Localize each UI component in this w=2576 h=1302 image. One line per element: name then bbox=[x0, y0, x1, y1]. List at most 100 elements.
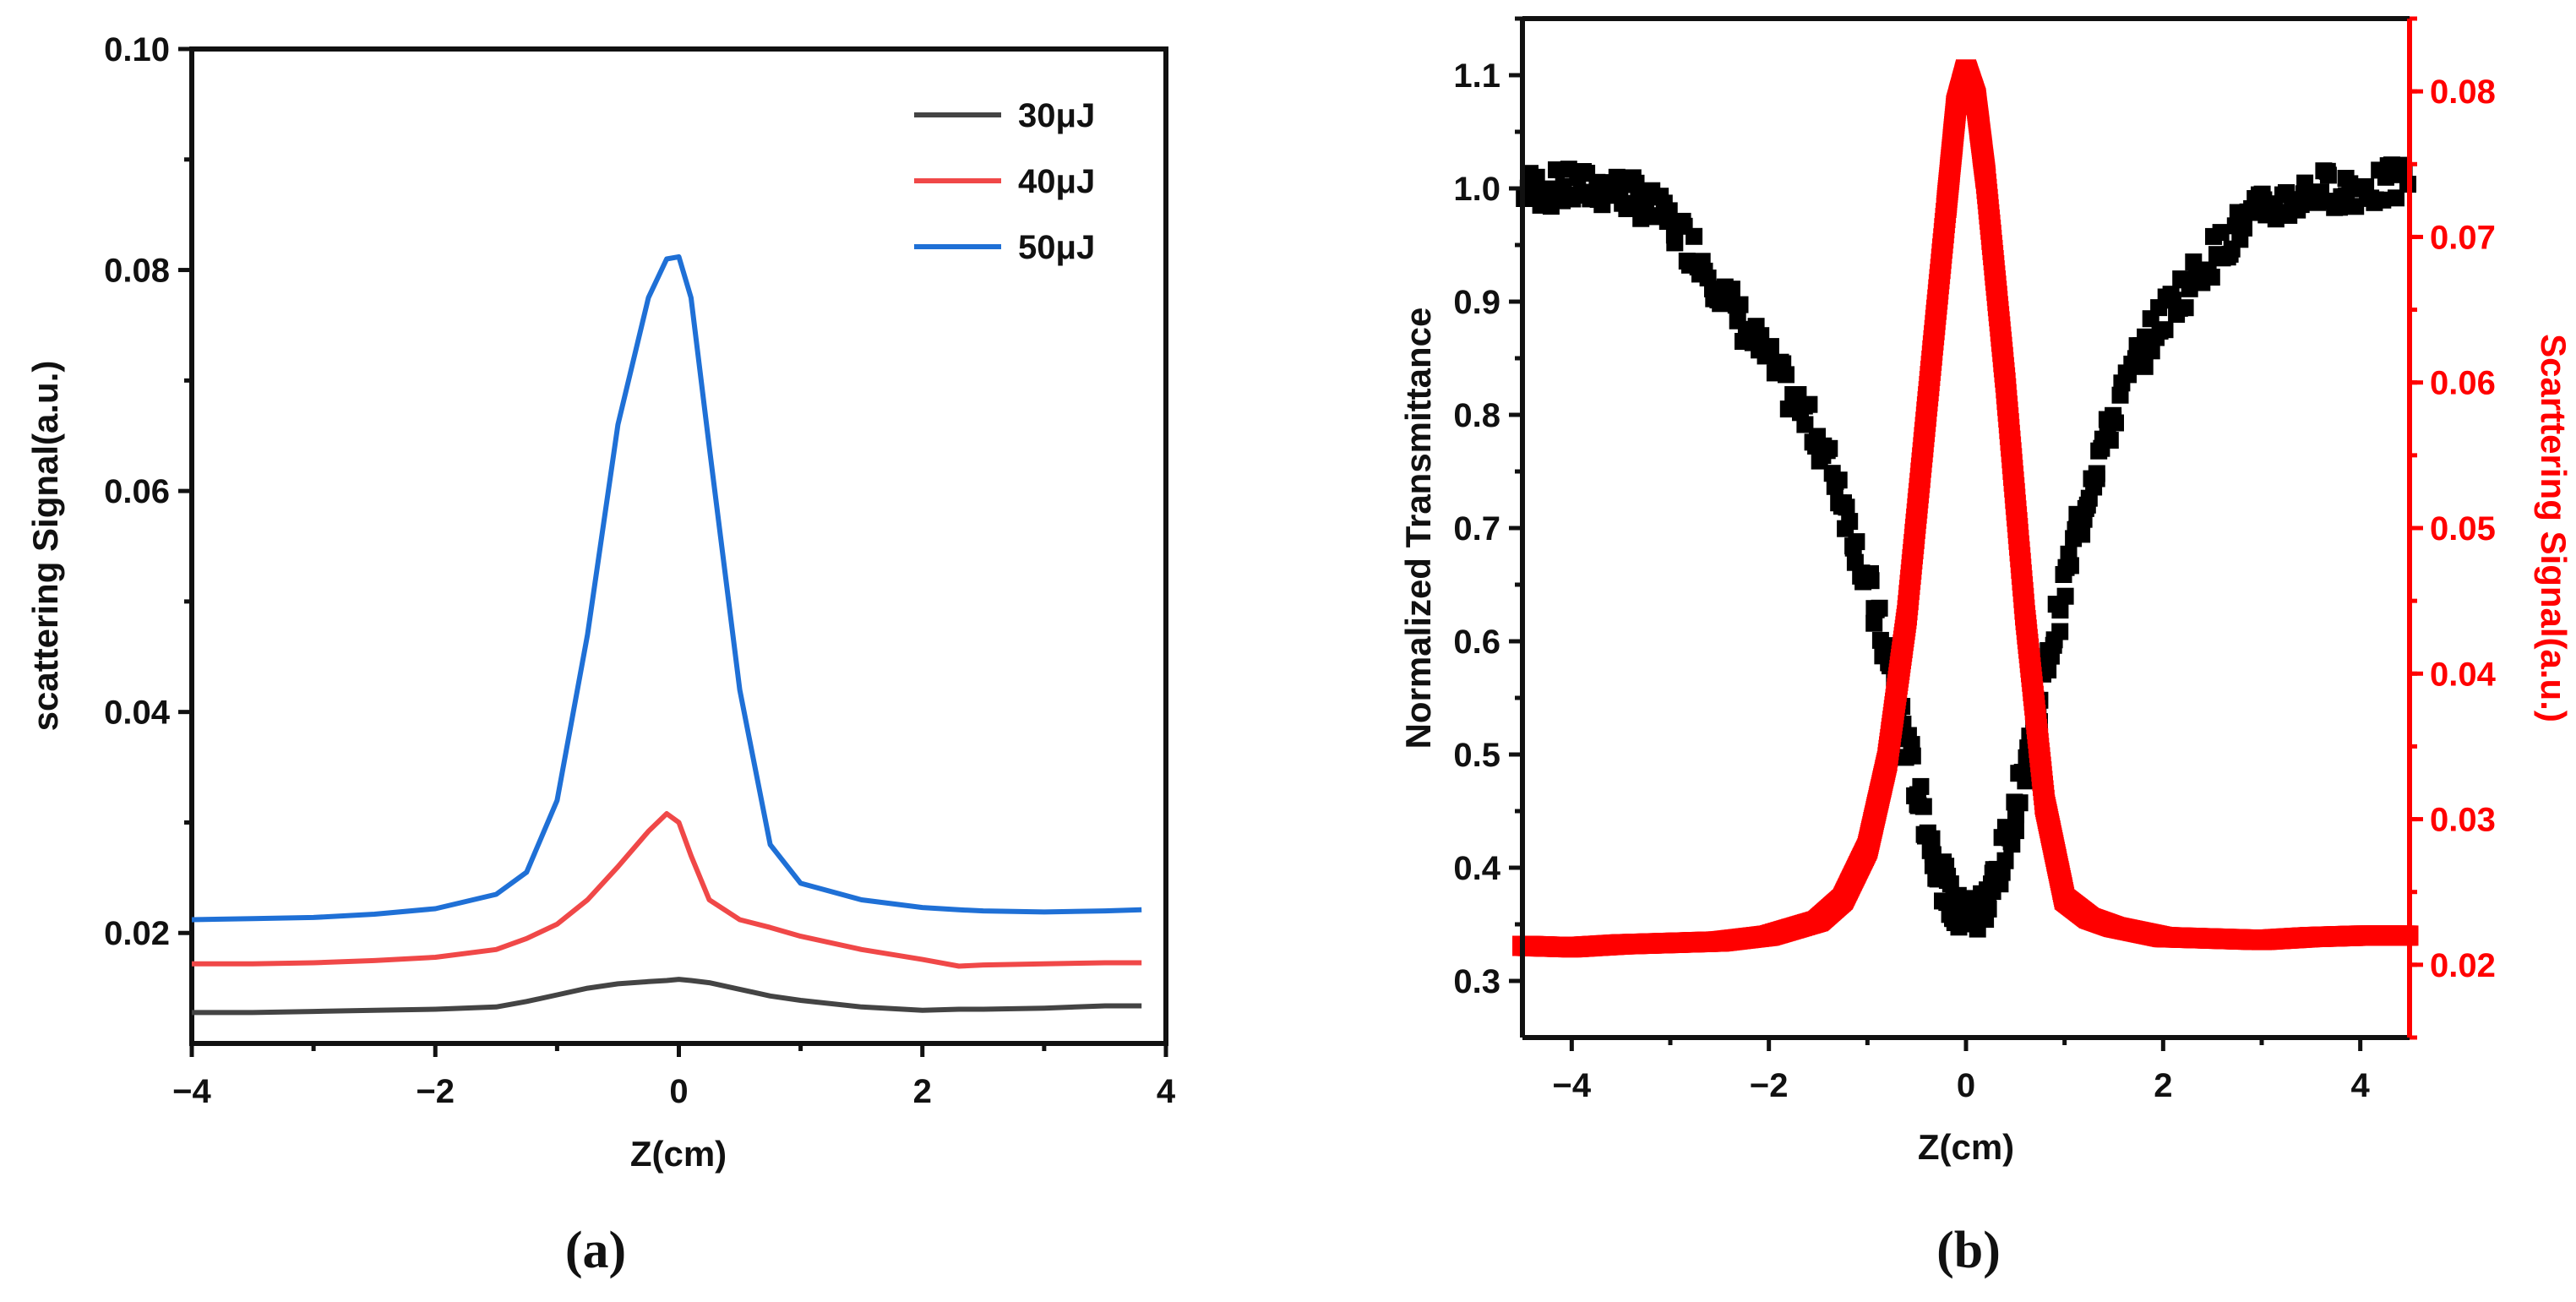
panel-b-transmittance-point bbox=[2388, 189, 2404, 207]
panel-b-left-y-tick-label: 1.0 bbox=[1453, 171, 1500, 208]
panel-b-transmittance-point bbox=[2236, 219, 2252, 237]
panel-b-transmittance-point bbox=[1723, 281, 1740, 298]
panel-b-transmittance-point bbox=[1912, 777, 1930, 795]
panel-b-transmittance-point bbox=[1666, 234, 1684, 252]
panel-b-transmittance-point bbox=[1660, 202, 1678, 220]
panel-a-chart: −4 −2 0 2 4 0.02 0.04 0.06 0.08 0.10 30μJ 40μJ 50μ… bbox=[25, 31, 1176, 1279]
panel-b-transmittance-point bbox=[2136, 357, 2154, 375]
panel-b-left-y-tick-label: 0.3 bbox=[1453, 963, 1500, 1000]
panel-b-left-y-tick-label: 0.7 bbox=[1453, 510, 1500, 547]
panel-b-transmittance-point bbox=[2176, 299, 2194, 317]
panel-a-y-tick-label: 0.02 bbox=[104, 915, 170, 952]
panel-a-series-line-1 bbox=[192, 977, 1142, 1016]
panel-b-right-y-axis: 0.02 0.03 0.04 0.05 0.06 0.07 0.08 bbox=[2410, 16, 2497, 1040]
panel-b-right-y-tick-label: 0.06 bbox=[2430, 365, 2496, 402]
panel-b-transmittance-point bbox=[1914, 798, 1932, 815]
panel-b-left-y-tick-label: 0.9 bbox=[1453, 284, 1500, 321]
panel-b-transmittance-series bbox=[1516, 156, 2416, 938]
panel-a-legend-label: 50μJ bbox=[1018, 229, 1095, 266]
panel-a-series-line-3 bbox=[191, 253, 1142, 923]
panel-b-left-y-tick-label: 0.6 bbox=[1453, 624, 1500, 661]
panel-a-y-tick-label: 0.04 bbox=[104, 695, 171, 732]
panel-b-transmittance-point bbox=[2374, 191, 2392, 209]
panel-a-legend: 30μJ 40μJ 50μJ bbox=[914, 97, 1095, 266]
panel-a-caption: (a) bbox=[565, 1222, 626, 1279]
panel-b-right-y-tick-label: 0.08 bbox=[2430, 74, 2496, 111]
panel-b-transmittance-point bbox=[2143, 342, 2160, 360]
panel-b-transmittance-point bbox=[1871, 599, 1888, 617]
panel-b-transmittance-point bbox=[2040, 662, 2057, 678]
panel-a-x-axis: −4 −2 0 2 4 bbox=[172, 1043, 1176, 1110]
panel-b-transmittance-point bbox=[1862, 572, 1880, 590]
panel-b-x-tick-label: 2 bbox=[2154, 1067, 2172, 1104]
panel-b-transmittance-point bbox=[1830, 471, 1848, 489]
panel-a-y-axis: 0.02 0.04 0.06 0.08 0.10 bbox=[104, 31, 192, 952]
panel-b-transmittance-point bbox=[2107, 414, 2124, 432]
panel-b-transmittance-point bbox=[2203, 269, 2220, 286]
panel-b-left-y-tick-label: 1.1 bbox=[1453, 57, 1500, 95]
panel-b-transmittance-point bbox=[2051, 602, 2069, 619]
panel-b-transmittance-point bbox=[2088, 465, 2105, 482]
panel-b-transmittance-point bbox=[2061, 557, 2079, 575]
panel-a-x-tick-label: 4 bbox=[1157, 1073, 1176, 1110]
panel-b-scattering-series bbox=[1512, 59, 2419, 958]
panel-b-transmittance-point bbox=[2101, 432, 2119, 449]
panel-b-x-tick-label: −2 bbox=[1750, 1067, 1789, 1104]
panel-b-transmittance-point bbox=[2319, 166, 2337, 184]
panel-b-left-y-tick-label: 0.8 bbox=[1453, 397, 1500, 434]
panel-b-transmittance-point bbox=[1762, 338, 1779, 356]
panel-b-left-y-axis: 0.3 0.4 0.5 0.6 0.7 0.8 0.9 1.0 1.1 bbox=[1453, 16, 1522, 1000]
panel-b-transmittance-point bbox=[2312, 183, 2329, 201]
panel-a-legend-label: 40μJ bbox=[1018, 163, 1095, 200]
panel-a-y-tick-label: 0.06 bbox=[104, 473, 170, 510]
panel-b-transmittance-point bbox=[1841, 513, 1859, 531]
panel-b-transmittance-point bbox=[1923, 830, 1941, 847]
panel-b-transmittance-point bbox=[1800, 395, 1818, 413]
panel-b-transmittance-point bbox=[1778, 366, 1794, 384]
panel-b-right-y-tick-label: 0.07 bbox=[2430, 219, 2496, 256]
panel-a-x-tick-label: −2 bbox=[416, 1073, 455, 1110]
panel-b-x-axis-title: Z(cm) bbox=[1918, 1127, 2014, 1167]
panel-b-transmittance-point bbox=[2011, 794, 2029, 812]
panel-b-transmittance-point bbox=[2156, 321, 2174, 339]
panel-a-legend-label: 30μJ bbox=[1018, 97, 1095, 134]
panel-b-transmittance-point bbox=[1996, 852, 2014, 869]
panel-b-transmittance-point bbox=[1731, 296, 1749, 313]
panel-b-transmittance-point bbox=[1865, 614, 1883, 632]
panel-b-transmittance-point bbox=[1821, 439, 1838, 457]
panel-b-left-y-tick-label: 0.4 bbox=[1453, 850, 1500, 887]
panel-b-caption: (b) bbox=[1936, 1222, 2001, 1279]
panel-a-series-line-2 bbox=[192, 811, 1142, 969]
panel-a-x-tick-label: 0 bbox=[669, 1073, 688, 1110]
panel-b-x-tick-label: −4 bbox=[1553, 1067, 1592, 1104]
panel-b-transmittance-point bbox=[2007, 822, 2024, 840]
panel-a-x-tick-label: 2 bbox=[913, 1073, 932, 1110]
panel-a-y-tick-label: 0.08 bbox=[104, 253, 170, 290]
panel-b-transmittance-point bbox=[2056, 587, 2074, 605]
panel-b-right-y-tick-label: 0.03 bbox=[2430, 802, 2496, 839]
panel-b-left-y-axis-title: Normalized Transmittance bbox=[1398, 308, 1438, 749]
panel-b-transmittance-point bbox=[2051, 623, 2069, 640]
panel-b-transmittance-point bbox=[2017, 772, 2034, 790]
panel-b-transmittance-point bbox=[2212, 224, 2230, 242]
panel-b-x-tick-label: 4 bbox=[2351, 1067, 2371, 1104]
panel-b-transmittance-point bbox=[1618, 200, 1636, 217]
panel-b-transmittance-point bbox=[1903, 747, 1921, 765]
panel-b-right-y-tick-label: 0.02 bbox=[2430, 947, 2496, 984]
panel-a-x-tick-label: −4 bbox=[172, 1073, 211, 1110]
panel-b-transmittance-point bbox=[1686, 227, 1703, 245]
panel-b-right-y-tick-label: 0.04 bbox=[2430, 656, 2497, 693]
panel-b-left-y-tick-label: 0.5 bbox=[1453, 737, 1500, 774]
panel-b-chart: −4 −2 0 2 4 0.3 0.4 0.5 0.6 0.7 0.8 0.9 1.0 1.1 0.02… bbox=[1398, 16, 2573, 1279]
panel-a-series-group bbox=[191, 253, 1142, 1016]
panel-a-x-axis-title: Z(cm) bbox=[630, 1134, 727, 1174]
panel-b-x-tick-label: 0 bbox=[1957, 1067, 1975, 1104]
panel-b-transmittance-point bbox=[1838, 498, 1855, 516]
panel-a-y-tick-label: 0.10 bbox=[104, 31, 170, 68]
panel-a-y-axis-title: scattering Signal(a.u.) bbox=[25, 361, 65, 732]
panel-b-transmittance-point bbox=[2073, 526, 2091, 543]
panel-b-transmittance-point bbox=[1848, 533, 1865, 551]
panel-b-x-axis: −4 −2 0 2 4 bbox=[1553, 1038, 2371, 1104]
panel-b-right-y-tick-label: 0.05 bbox=[2430, 510, 2496, 547]
